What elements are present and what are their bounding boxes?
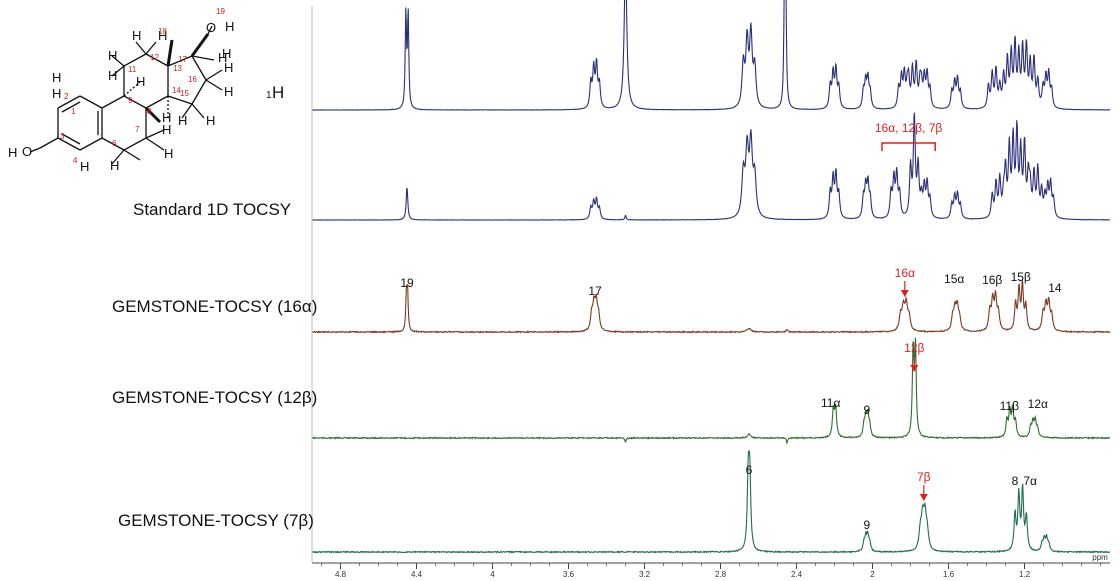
axis-tick-label: 2.4	[791, 570, 803, 579]
peak-label: 17	[588, 284, 602, 298]
atom-hydrogen: H	[8, 145, 17, 160]
atom-number: 11	[128, 65, 137, 74]
atom-number: 12	[150, 53, 159, 62]
atom-number: 4	[73, 156, 78, 165]
highlight-arrow-head	[919, 494, 928, 501]
atom-hydrogen: H	[164, 146, 173, 161]
atom-number: 13	[173, 64, 182, 73]
spectrum-trace	[311, 112, 1111, 221]
peak-label: 12α	[1028, 397, 1048, 411]
axis-tick-label: 2.8	[715, 570, 727, 579]
atom-hydrogen: H	[218, 50, 227, 65]
atom-hydrogen: H	[162, 122, 171, 137]
h1-label: 1 H	[266, 83, 284, 102]
row-title-gemstone-7b: GEMSTONE-TOCSY (7β)	[118, 511, 314, 530]
spectrum-trace	[311, 449, 1111, 554]
peak-label: 14	[1048, 281, 1062, 295]
atom-hydrogen: H	[206, 113, 215, 128]
atom-hydrogen: H	[80, 159, 89, 174]
atom-number: 8	[147, 107, 152, 116]
peak-label: 7α	[1023, 474, 1037, 488]
atom-hydrogen: H	[162, 110, 171, 125]
atom-number: 2	[64, 92, 69, 101]
atom-hydrogen: H	[108, 48, 117, 63]
spectrum-trace	[311, 0, 1111, 111]
ppm-axis: 4.8 4.4 4 3.6 3.2 2.8 2.4 2 1.6 1.2 ppm	[311, 6, 1110, 579]
atom-hydrogen: H	[225, 19, 234, 34]
atom-number: 7	[135, 125, 140, 134]
peak-label: 7β	[917, 470, 931, 484]
peak-label: 12β	[904, 341, 924, 355]
axis-tick-label: 4.8	[335, 570, 347, 579]
peak-label: 11α	[821, 396, 840, 410]
peak-label: 8	[1012, 474, 1019, 488]
axis-tick-label: 1.6	[943, 570, 955, 579]
axis-unit-label: ppm	[1092, 553, 1108, 562]
atom-oxygen: O	[206, 20, 216, 35]
highlight-arrow-head	[900, 290, 909, 297]
peak-label: 16β	[982, 273, 1002, 287]
atom-hydrogen: H	[224, 60, 233, 75]
atom-hydrogen: H	[108, 68, 117, 83]
atom-hydrogen: H	[52, 86, 61, 101]
peak-label: 15β	[1011, 270, 1031, 284]
atom-number: 1	[71, 107, 76, 116]
axis-tick-label: 1.2	[1019, 570, 1031, 579]
atom-hydrogen: H	[158, 28, 167, 43]
spectrum-trace	[311, 279, 1111, 334]
peak-label: 9	[863, 403, 870, 417]
spectra-stack	[311, 0, 1111, 554]
atom-number: 14	[172, 86, 181, 95]
atom-hydrogen: H	[132, 28, 141, 43]
h1-label-element: H	[272, 83, 284, 102]
molecule-structure	[29, 25, 223, 165]
atom-hydrogen: H	[178, 113, 187, 128]
peak-label: 11β	[1000, 399, 1019, 413]
axis-tick-label: 4	[490, 570, 495, 579]
peak-label: 19	[400, 276, 414, 290]
bracket-line	[881, 142, 936, 151]
atom-number: 6	[112, 139, 117, 148]
atom-number: 17	[178, 55, 187, 64]
row-title-gemstone-12b: GEMSTONE-TOCSY (12β)	[112, 388, 317, 407]
row-title-gemstone-16a: GEMSTONE-TOCSY (16α)	[112, 297, 317, 316]
atom-number: 9	[128, 96, 133, 105]
atom-hydrogen: H	[52, 70, 61, 85]
peak-label: 6	[746, 463, 753, 477]
peak-label: 16α	[895, 266, 915, 280]
spectrum-trace	[311, 337, 1111, 445]
axis-tick-label: 3.6	[563, 570, 575, 579]
peak-label: 9	[863, 518, 870, 532]
row-titles: Standard 1D TOCSY GEMSTONE-TOCSY (16α) G…	[112, 200, 317, 530]
highlight-arrow-head	[910, 365, 919, 372]
atom-number: 19	[216, 7, 225, 16]
atom-hydrogen: H	[224, 84, 233, 99]
atom-hydrogen: H	[222, 46, 231, 61]
axis-tick-label: 2	[870, 570, 875, 579]
peak-labels: 19 17 16α 15α 16β 15β 14 11α 9 12β 11β 12α 6 9 7β 8 7α	[400, 266, 1062, 532]
atom-number: 16	[188, 75, 197, 84]
atom-hydrogen: H	[136, 74, 145, 89]
overlap-bracket: 16α, 12β, 7β	[875, 121, 943, 151]
bracket-label: 16α, 12β, 7β	[875, 121, 943, 135]
row-title-standard-tocsy: Standard 1D TOCSY	[133, 200, 291, 219]
atom-oxygen: O	[22, 144, 32, 159]
axis-tick-label: 4.4	[411, 570, 423, 579]
atom-number: 18	[158, 27, 167, 36]
axis-tick-label: 3.2	[639, 570, 651, 579]
atom-number: 3	[60, 132, 65, 141]
atom-hydrogen: H	[110, 158, 119, 173]
peak-label: 15α	[944, 272, 964, 286]
h1-label-mass: 1	[266, 90, 272, 101]
atom-number: 15	[180, 89, 189, 98]
